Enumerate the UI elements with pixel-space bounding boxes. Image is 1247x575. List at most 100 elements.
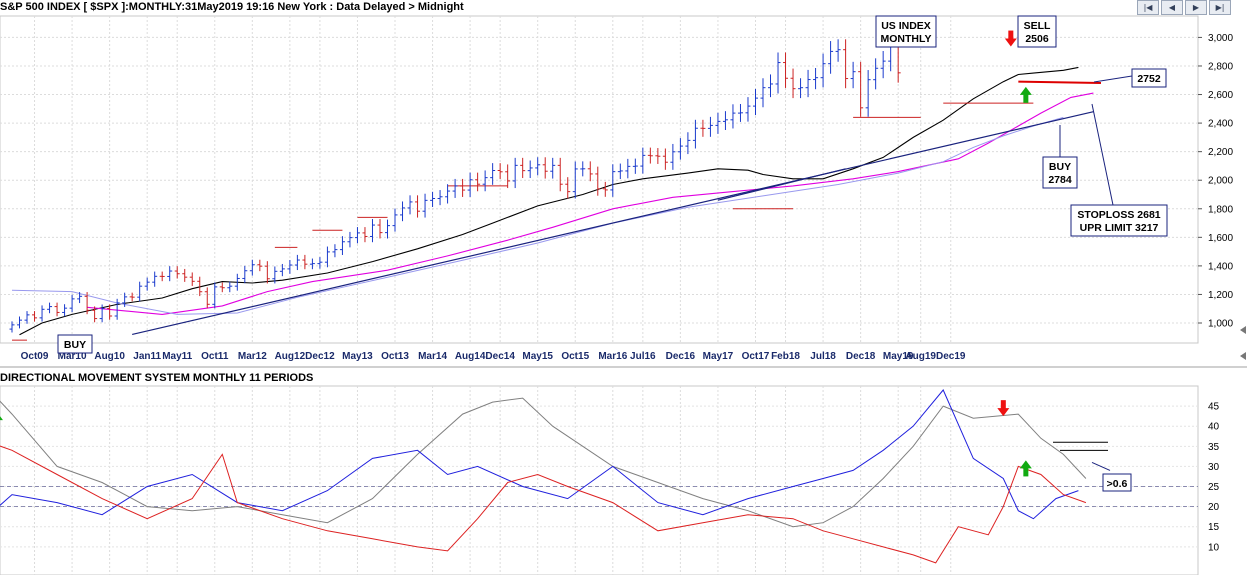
buy-arrow-icon xyxy=(1019,86,1032,103)
x-tick-label: Oct15 xyxy=(561,351,589,362)
price-bar xyxy=(692,119,698,149)
chart-title: S&P 500 INDEX [ $SPX ]:MONTHLY:31May2019… xyxy=(0,1,464,13)
price-bar xyxy=(392,208,398,232)
x-tick-label: Mar10 xyxy=(58,351,87,362)
price-bar xyxy=(783,52,789,88)
price-bar xyxy=(430,191,436,207)
price-bar xyxy=(572,161,578,199)
price-bar xyxy=(655,148,661,164)
price-bar xyxy=(77,292,83,304)
x-tick-label: May13 xyxy=(342,351,373,362)
us-index-monthly-label-text: US INDEX xyxy=(881,20,931,32)
next-icon[interactable]: ▶ xyxy=(1185,0,1207,15)
price-bar xyxy=(422,193,428,218)
sell-arrow-icon-shaft xyxy=(1008,30,1014,40)
price-bar xyxy=(542,157,548,179)
price-bar xyxy=(204,287,210,309)
price-bar xyxy=(302,254,308,270)
price-bar xyxy=(9,321,15,333)
x-tick-label: Jan11 xyxy=(133,351,161,362)
buy-label-partial-frame xyxy=(57,334,93,354)
price-bar xyxy=(32,311,38,322)
price-bar xyxy=(189,272,195,286)
price-bar xyxy=(264,261,270,284)
buy-2784-label-text: BUY xyxy=(1049,161,1071,173)
dms-y-tick-label: 40 xyxy=(1208,422,1220,433)
dms-y-tick-label: 15 xyxy=(1208,522,1220,533)
price-bar xyxy=(790,68,796,99)
price-bar xyxy=(775,52,781,94)
price-bar xyxy=(685,132,691,155)
x-tick-label: Dec16 xyxy=(666,351,696,362)
price-bar xyxy=(137,281,143,302)
price-bar xyxy=(24,311,30,324)
price-bar xyxy=(760,78,766,108)
price-bar xyxy=(452,178,458,198)
previous-icon[interactable]: ◀ xyxy=(1161,0,1183,15)
buy-2784-label-text: 2784 xyxy=(1048,174,1072,186)
y-tick-label: 1,000 xyxy=(1208,319,1233,330)
price-bar xyxy=(828,41,834,74)
x-tick-label: Oct17 xyxy=(742,351,770,362)
price-bar xyxy=(347,231,353,248)
price-bar xyxy=(752,88,758,116)
price-bar xyxy=(460,178,466,197)
y-tick-label: 3,000 xyxy=(1208,33,1233,44)
price-2752-label-text: 2752 xyxy=(1137,73,1161,85)
price-bar xyxy=(835,39,841,62)
support-trendline xyxy=(132,111,1094,336)
price-bar xyxy=(219,282,225,293)
y-tick-label: 2,800 xyxy=(1208,61,1233,72)
sell-arrow-icon-head xyxy=(1004,38,1017,47)
dms-buy-arrow-icon-head xyxy=(0,416,3,421)
price-bar xyxy=(557,157,563,192)
price-bar xyxy=(813,67,819,90)
price-bar xyxy=(369,219,375,243)
price-bar xyxy=(287,260,293,274)
price-bar xyxy=(497,163,503,180)
minus-di-line xyxy=(0,445,1087,564)
price-bar xyxy=(152,271,158,287)
price-bar xyxy=(144,277,150,291)
price-bar xyxy=(39,305,45,322)
price-bar xyxy=(610,164,616,197)
x-tick-label: May11 xyxy=(162,351,192,362)
price-bar xyxy=(858,61,864,117)
dms-y-tick-label: 10 xyxy=(1208,542,1220,553)
price-bar xyxy=(707,116,713,137)
dms-y-tick-label: 20 xyxy=(1208,502,1220,513)
price-bar xyxy=(294,254,300,271)
price-bar xyxy=(505,164,511,189)
price-bar xyxy=(227,281,233,293)
dms-threshold-text: >0.6 xyxy=(1107,478,1128,490)
dms-buy-arrow-icon xyxy=(0,416,3,421)
dms-panel-frame xyxy=(0,385,1199,575)
price-bar xyxy=(107,304,113,320)
price-bar xyxy=(242,265,248,284)
x-tick-label: Mar14 xyxy=(418,351,447,362)
x-tick-label: Dec18 xyxy=(846,351,876,362)
price-bar xyxy=(640,147,646,174)
x-tick-label: Jul16 xyxy=(630,351,656,362)
dms-y-tick-label: 25 xyxy=(1208,482,1220,493)
price-bar xyxy=(129,292,135,302)
price-bar xyxy=(632,158,638,174)
y-tick-label: 2,600 xyxy=(1208,90,1233,101)
price-bar xyxy=(84,292,90,315)
price-bar xyxy=(730,104,736,129)
price-bar xyxy=(167,266,173,282)
price-bar xyxy=(527,160,533,179)
price-panel-frame xyxy=(0,15,1199,344)
last-page-icon[interactable]: ▶| xyxy=(1209,0,1231,15)
price-bar xyxy=(400,201,406,222)
price-bar xyxy=(174,266,180,279)
us-index-monthly-label-frame xyxy=(875,15,937,48)
x-tick-label: Jul18 xyxy=(810,351,836,362)
sell-2506-label-frame xyxy=(1017,15,1057,48)
price-bar xyxy=(715,112,721,134)
price-bar xyxy=(670,143,676,170)
stoploss-label-frame xyxy=(1070,204,1168,237)
first-page-icon[interactable]: |◀ xyxy=(1137,0,1159,15)
